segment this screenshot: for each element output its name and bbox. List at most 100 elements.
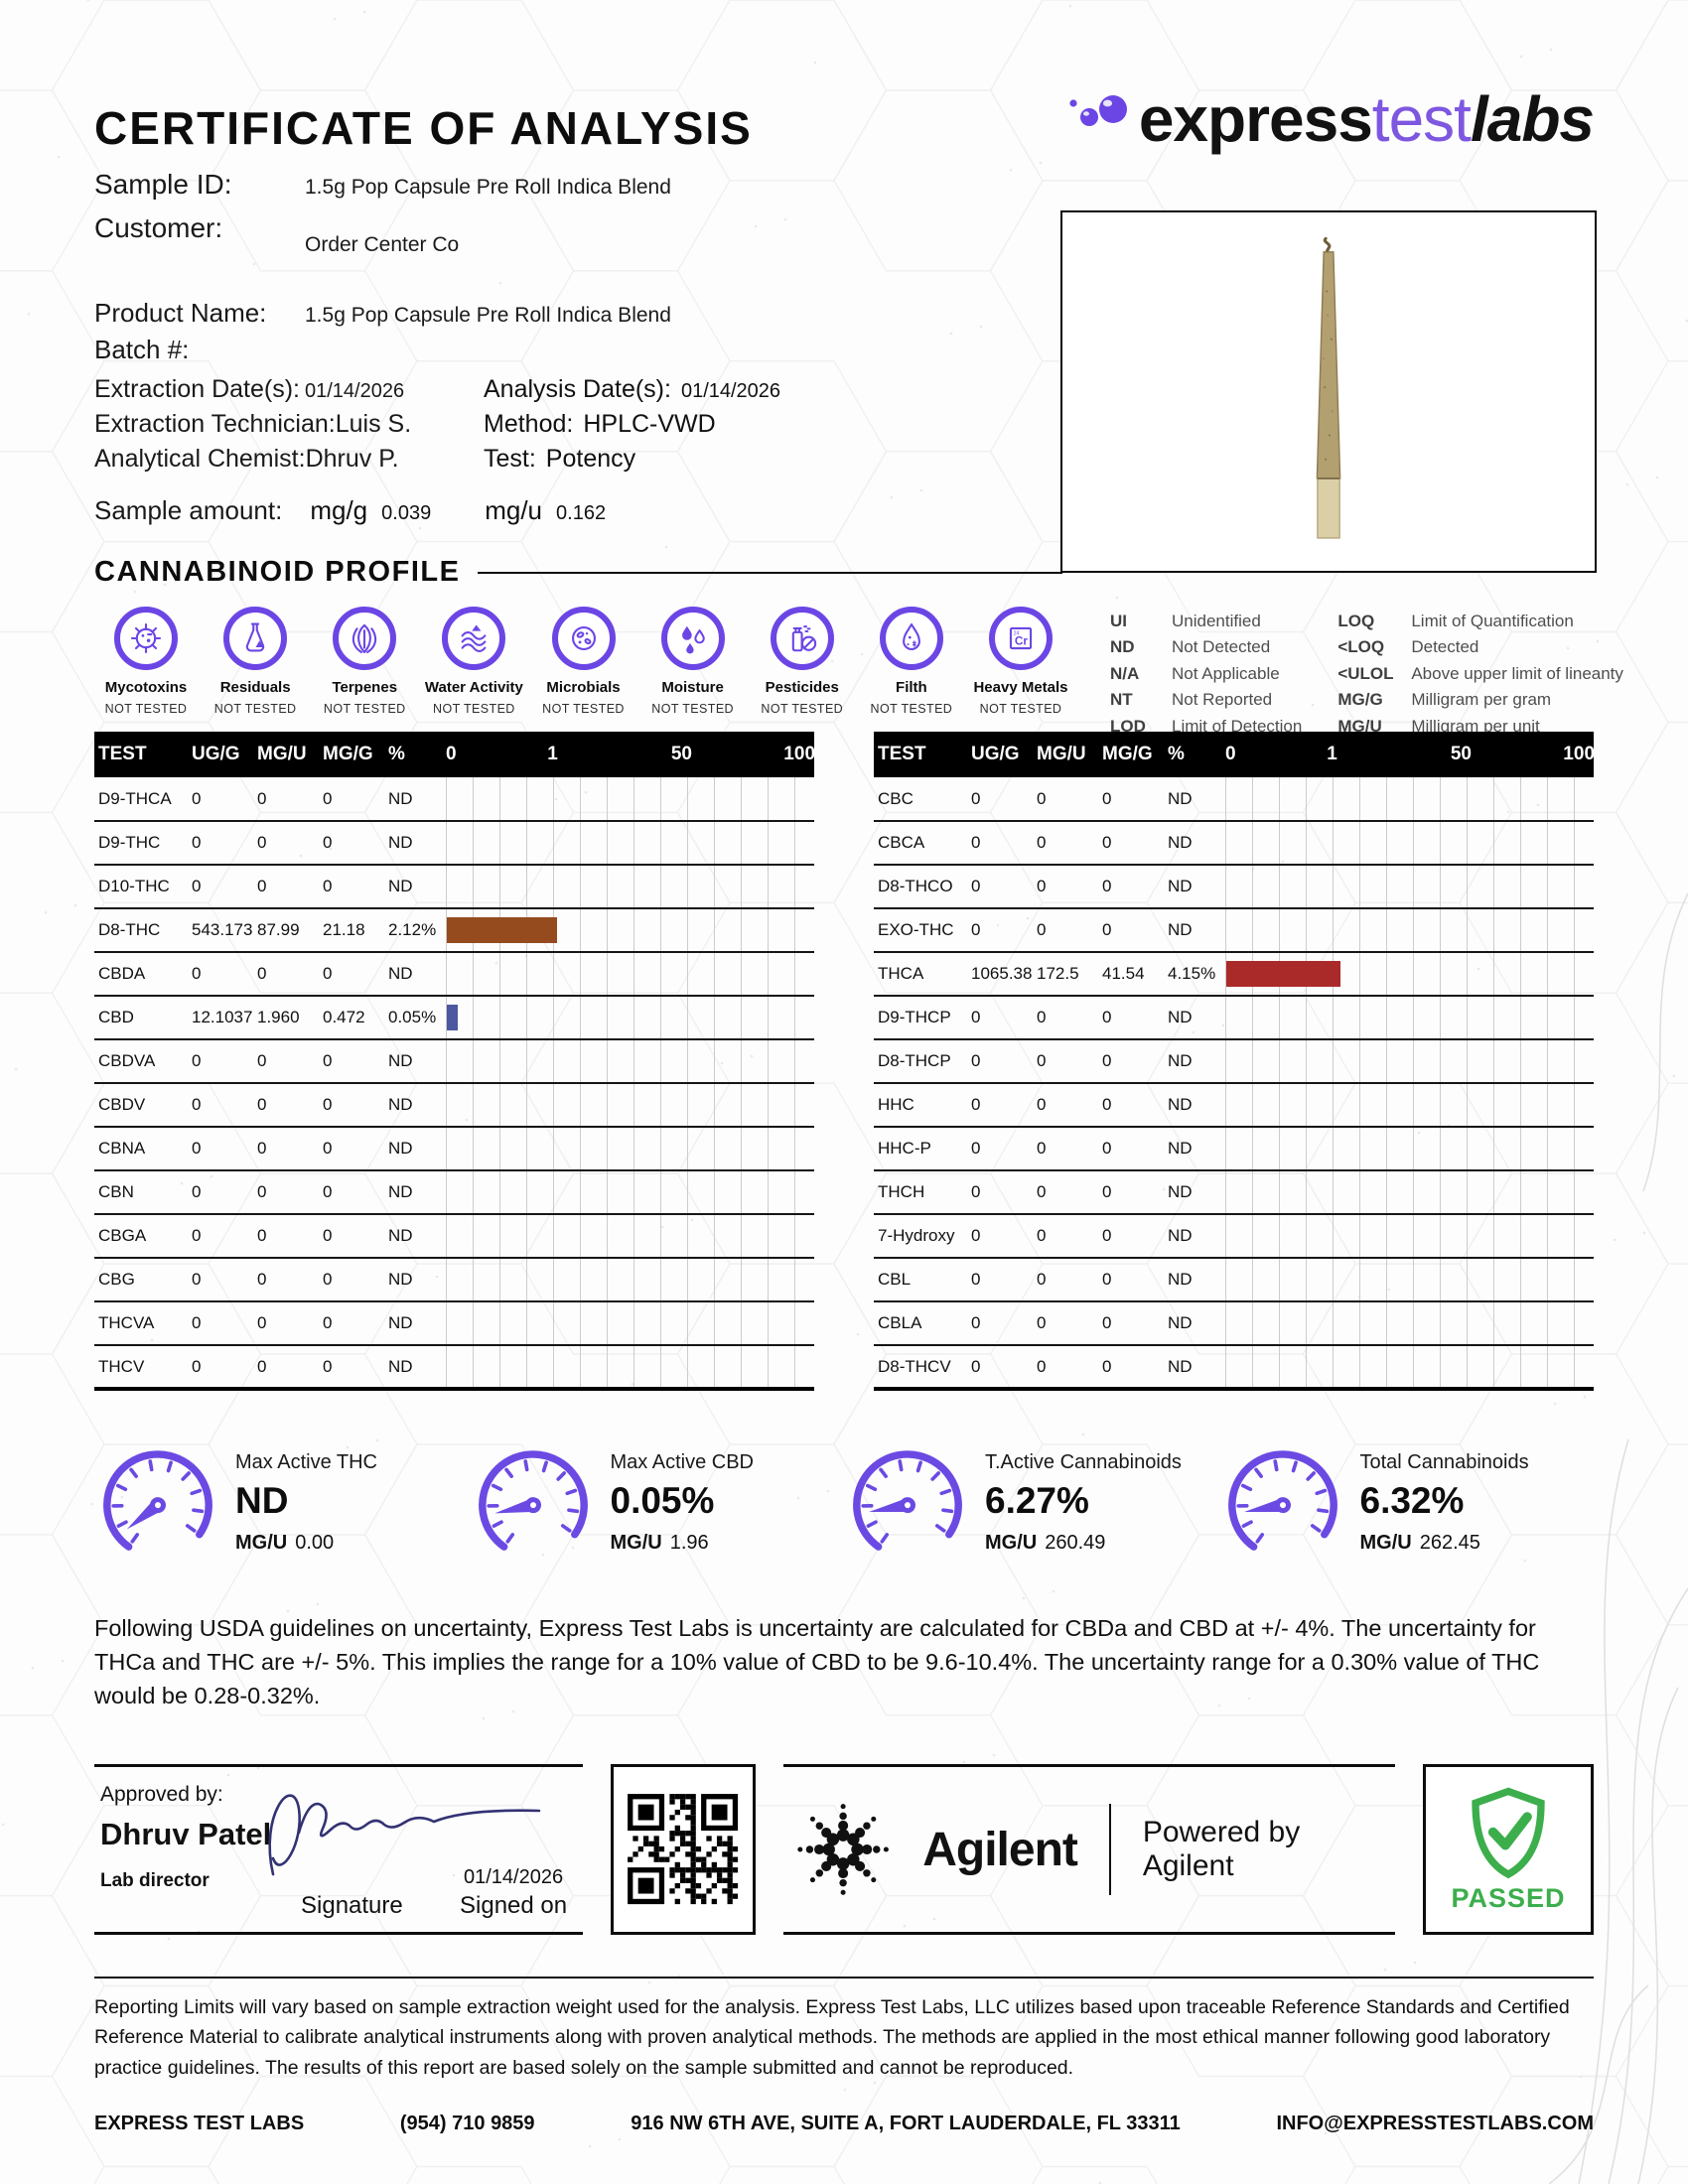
table-row: THCA 1065.38 172.5 41.54 4.15% <box>874 952 1594 997</box>
screen-label: Filth <box>896 679 927 696</box>
mgg-value: 0.039 <box>381 502 432 524</box>
chemist-value: Dhruv P. <box>305 445 399 473</box>
product-name-label: Product Name: <box>94 298 267 328</box>
cell-ugg: 0 <box>967 1345 1033 1391</box>
cell-pct: ND <box>1164 1214 1225 1259</box>
cannabinoid-profile-section: CANNABINOID PROFILE <box>94 556 1062 589</box>
cell-mgu: 0 <box>253 1345 319 1391</box>
cell-ugg: 0 <box>967 996 1033 1040</box>
cell-test: D9-THC <box>94 821 188 866</box>
cell-pct: ND <box>1164 996 1225 1040</box>
cell-bar <box>1225 908 1594 953</box>
water-activity-icon <box>442 607 506 670</box>
legend-desc: Limit of Quantification <box>1411 612 1574 630</box>
approval-box: Approved by: Dhruv Patel Lab director Si… <box>94 1764 583 1936</box>
table-row: D9-THC 0 0 0 ND <box>94 821 814 866</box>
brand-logo: expresstestlabs <box>1061 87 1595 151</box>
bubbles-icon <box>1069 95 1127 126</box>
section-rule <box>478 571 1062 574</box>
product-name-value: 1.5g Pop Capsule Pre Roll Indica Blend <box>305 304 671 327</box>
cell-mgg: 0 <box>319 1345 384 1391</box>
cell-mgg: 0 <box>1098 1258 1164 1302</box>
cell-mgu: 87.99 <box>253 908 319 953</box>
cell-ugg: 0 <box>188 1039 253 1084</box>
cell-mgu: 0 <box>1033 865 1098 909</box>
legend-desc: Not Applicable <box>1172 663 1280 683</box>
legend-code: NT <box>1110 690 1133 710</box>
cell-mgu: 0 <box>253 865 319 909</box>
legend-row: ND Not Detected <box>1110 637 1302 657</box>
axis-tick: 50 <box>1450 744 1473 764</box>
cell-pct: ND <box>384 1345 446 1391</box>
screen-label: Heavy Metals <box>973 679 1068 696</box>
screen-status: NOT TESTED <box>323 702 406 716</box>
cell-mgu: 0 <box>1033 1258 1098 1302</box>
table-row: D8-THC 543.173 87.99 21.18 2.12% <box>94 908 814 953</box>
logo-labs: labs <box>1470 83 1595 155</box>
screen-label: Pesticides <box>765 679 839 696</box>
table-row: CBL 0 0 0 ND <box>874 1258 1594 1302</box>
cell-pct: ND <box>384 821 446 866</box>
cell-bar <box>446 1127 814 1171</box>
cell-pct: 2.12% <box>384 908 446 953</box>
cell-test: THCV <box>94 1345 188 1391</box>
cell-ugg: 12.1037 <box>188 996 253 1040</box>
cell-mgu: 1.960 <box>253 996 319 1040</box>
cell-ugg: 0 <box>188 1301 253 1346</box>
cell-mgu: 0 <box>1033 777 1098 822</box>
svg-text:24: 24 <box>1014 631 1020 637</box>
signature-label: Signature <box>301 1892 403 1920</box>
sample-amount-row: Sample amount: mg/g 0.039 mg/u 0.162 <box>94 495 1048 526</box>
table-row: CBGA 0 0 0 ND <box>94 1214 814 1259</box>
screen-status: NOT TESTED <box>433 702 515 716</box>
cell-pct: ND <box>384 1170 446 1215</box>
cell-mgu: 0 <box>1033 1083 1098 1128</box>
axis-tick: 0 <box>1225 744 1236 764</box>
cell-mgg: 0 <box>1098 996 1164 1040</box>
cell-mgu: 0 <box>1033 1127 1098 1171</box>
screen-label: Mycotoxins <box>104 679 188 696</box>
screen-label: Water Activity <box>424 679 523 696</box>
cell-test: CBG <box>94 1258 188 1302</box>
cell-pct: ND <box>1164 1127 1225 1171</box>
cell-pct: ND <box>384 777 446 822</box>
table-row: D8-THCV 0 0 0 ND <box>874 1345 1594 1391</box>
gauge-icon <box>1227 1450 1337 1561</box>
column-header: TEST <box>94 732 188 777</box>
test-value: Potency <box>545 445 636 473</box>
mgu-value: 0.162 <box>556 502 607 524</box>
mgu-label: mg/u <box>485 495 543 525</box>
cell-mgg: 0 <box>319 821 384 866</box>
legend-desc: Detected <box>1411 637 1479 657</box>
gauge-item: Max Active THC ND MG/U 0.00 <box>94 1442 470 1564</box>
cell-ugg: 0 <box>188 1127 253 1171</box>
moisture-icon <box>660 607 725 670</box>
cell-pct: ND <box>384 1083 446 1128</box>
axis-tick: 1 <box>547 744 558 764</box>
passed-box: PASSED <box>1423 1764 1594 1936</box>
extraction-date-label: Extraction Date(s): <box>94 375 301 403</box>
column-header: % <box>1164 732 1225 777</box>
cell-bar <box>1225 952 1594 997</box>
legend-code: N/A <box>1110 663 1140 683</box>
cell-mgu: 0 <box>1033 1345 1098 1391</box>
cell-test: CBGA <box>94 1214 188 1259</box>
cell-mgu: 0 <box>253 777 319 822</box>
cell-pct: ND <box>1164 1345 1225 1391</box>
table-row: CBCA 0 0 0 ND <box>874 821 1594 866</box>
batch-row: Batch #: <box>94 335 1048 365</box>
sample-id-row: Sample ID: 1.5g Pop Capsule Pre Roll Ind… <box>94 169 1048 201</box>
cell-pct: ND <box>384 1258 446 1302</box>
cell-pct: ND <box>384 1301 446 1346</box>
cell-mgu: 0 <box>253 1083 319 1128</box>
cell-test: CBD <box>94 996 188 1040</box>
residuals-icon <box>223 607 288 670</box>
gauge-title: Max Active CBD <box>610 1451 754 1473</box>
screen-item: Mycotoxins NOT TESTED <box>94 607 198 716</box>
brand-logo-text: expresstestlabs <box>1139 87 1595 151</box>
cell-test: 7-Hydroxy <box>874 1214 967 1259</box>
screen-status: NOT TESTED <box>213 702 297 716</box>
table-row: CBLA 0 0 0 ND <box>874 1301 1594 1346</box>
cell-bar <box>1225 1345 1594 1391</box>
